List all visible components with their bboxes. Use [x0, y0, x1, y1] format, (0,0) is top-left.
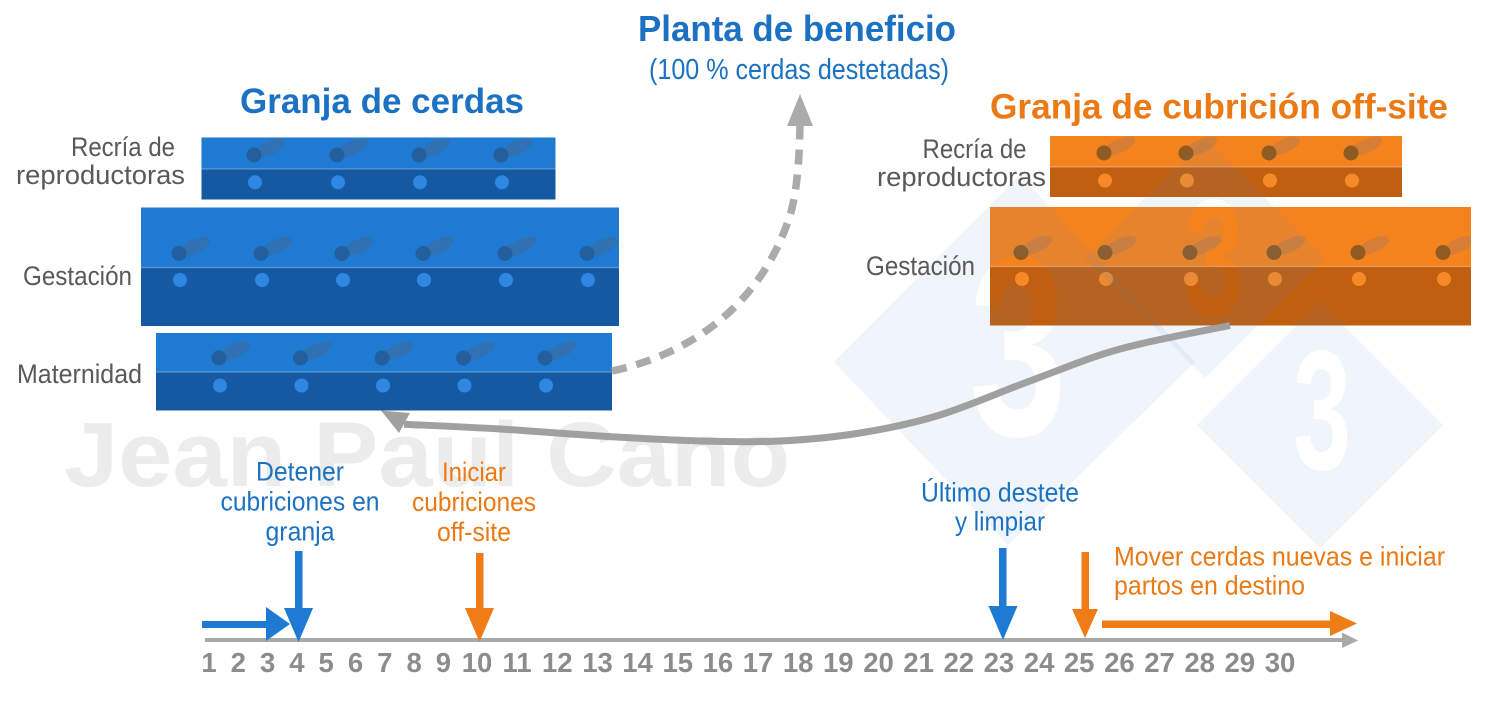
svg-text:11: 11: [503, 647, 532, 678]
svg-text:25: 25: [1064, 647, 1095, 678]
svg-text:reproductoras: reproductoras: [877, 162, 1046, 192]
svg-text:16: 16: [703, 647, 734, 678]
svg-text:19: 19: [823, 647, 854, 678]
svg-text:28: 28: [1184, 647, 1215, 678]
svg-text:15: 15: [663, 647, 694, 678]
svg-text:Detener: Detener: [256, 457, 344, 487]
svg-text:18: 18: [783, 647, 814, 678]
svg-text:partos en destino: partos en destino: [1114, 571, 1305, 601]
svg-text:26: 26: [1104, 647, 1135, 678]
svg-text:4: 4: [289, 647, 305, 678]
svg-text:Recría de: Recría de: [923, 134, 1027, 164]
svg-text:Gestación: Gestación: [23, 261, 132, 291]
svg-text:cubriciones: cubriciones: [412, 487, 536, 517]
svg-text:Iniciar: Iniciar: [442, 457, 506, 487]
svg-text:Maternidad: Maternidad: [17, 359, 142, 389]
svg-text:1: 1: [201, 647, 216, 678]
svg-text:6: 6: [348, 647, 363, 678]
svg-text:(100 % cerdas destetadas): (100 % cerdas destetadas): [649, 54, 949, 86]
svg-text:3: 3: [260, 647, 275, 678]
svg-text:off-site: off-site: [437, 517, 511, 547]
svg-text:y limpiar: y limpiar: [955, 507, 1045, 537]
svg-text:Granja de cubrición off-site: Granja de cubrición off-site: [990, 87, 1448, 127]
svg-text:14: 14: [622, 647, 653, 678]
svg-text:Mover cerdas nuevas e iniciar: Mover cerdas nuevas e iniciar: [1114, 542, 1445, 572]
svg-text:Granja de cerdas: Granja de cerdas: [240, 81, 524, 121]
svg-text:Último destete: Último destete: [921, 477, 1079, 508]
svg-text:30: 30: [1265, 647, 1296, 678]
svg-text:13: 13: [582, 647, 613, 678]
svg-text:10: 10: [462, 647, 493, 678]
svg-text:cubriciones en: cubriciones en: [221, 487, 380, 517]
svg-text:23: 23: [984, 647, 1015, 678]
svg-text:9: 9: [436, 647, 451, 678]
svg-text:Recría de: Recría de: [71, 132, 175, 162]
svg-text:5: 5: [319, 647, 334, 678]
svg-text:27: 27: [1144, 647, 1175, 678]
svg-text:2: 2: [231, 647, 246, 678]
svg-text:Planta de beneficio: Planta de beneficio: [638, 8, 956, 49]
svg-text:Jean Paul Cano: Jean Paul Cano: [64, 404, 790, 506]
svg-text:29: 29: [1225, 647, 1256, 678]
svg-text:21: 21: [903, 647, 934, 678]
svg-text:12: 12: [542, 647, 573, 678]
svg-text:7: 7: [377, 647, 392, 678]
svg-text:24: 24: [1024, 647, 1055, 678]
svg-text:reproductoras: reproductoras: [16, 160, 185, 190]
svg-text:17: 17: [743, 647, 774, 678]
svg-text:granja: granja: [266, 517, 336, 547]
svg-text:22: 22: [944, 647, 975, 678]
svg-text:20: 20: [863, 647, 894, 678]
svg-text:8: 8: [406, 647, 421, 678]
svg-text:Gestación: Gestación: [866, 251, 975, 281]
